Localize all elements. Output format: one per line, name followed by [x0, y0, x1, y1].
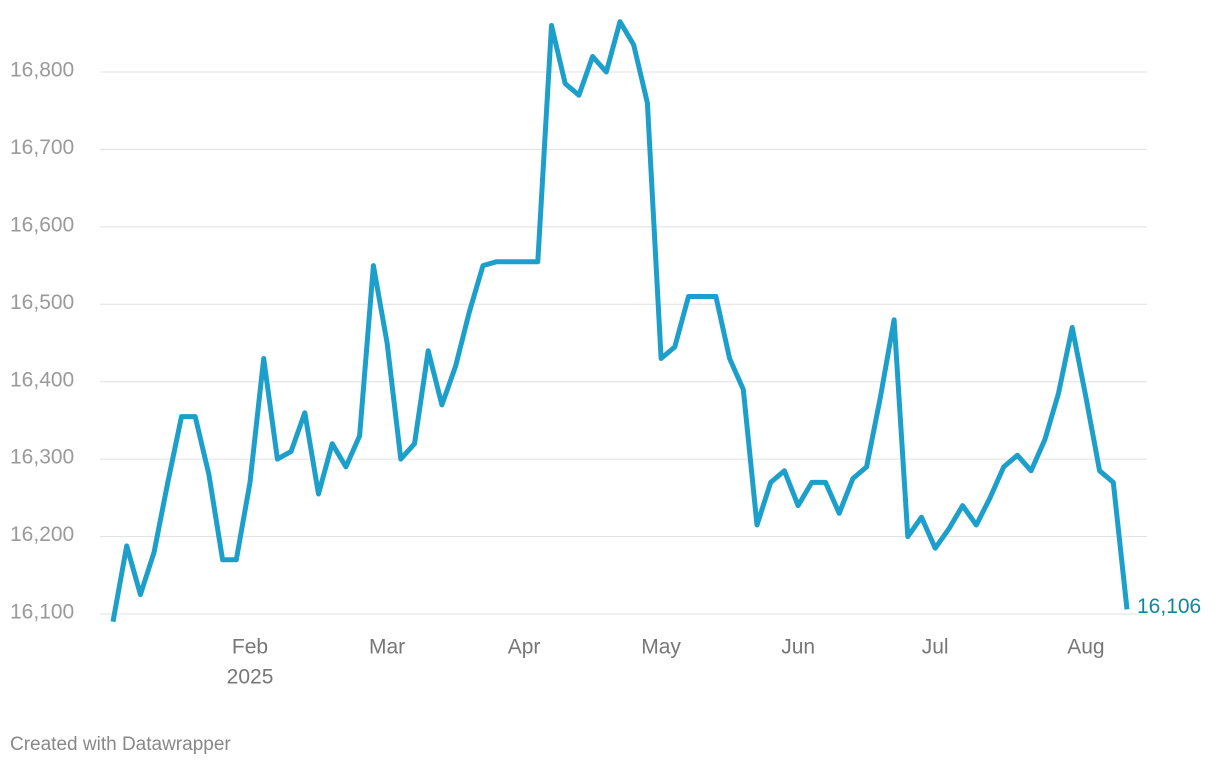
y-tick-label: 16,800: [10, 59, 74, 82]
x-tick-label: Feb: [232, 636, 268, 659]
x-tick-label: May: [641, 636, 681, 659]
y-tick-label: 16,400: [10, 368, 74, 391]
x-tick-label: Jul: [922, 636, 949, 659]
x-tick-label: Jun: [781, 636, 815, 659]
y-tick-label: 16,600: [10, 213, 74, 236]
x-tick-label: Aug: [1067, 636, 1104, 659]
footer: Created with Datawrapper: [10, 734, 231, 755]
x-year-label: 2025: [227, 666, 274, 689]
line: [110, 19, 1130, 623]
y-tick-label: 16,200: [10, 523, 74, 546]
x-tick-label: Mar: [369, 636, 405, 659]
x-tick-label: Apr: [508, 636, 541, 659]
y-tick-label: 16,100: [10, 601, 74, 624]
y-tick-label: 16,700: [10, 136, 74, 159]
end-label: 16,106: [1137, 595, 1201, 618]
y-tick-label: 16,300: [10, 446, 74, 469]
y-tick-label: 16,500: [10, 291, 74, 314]
